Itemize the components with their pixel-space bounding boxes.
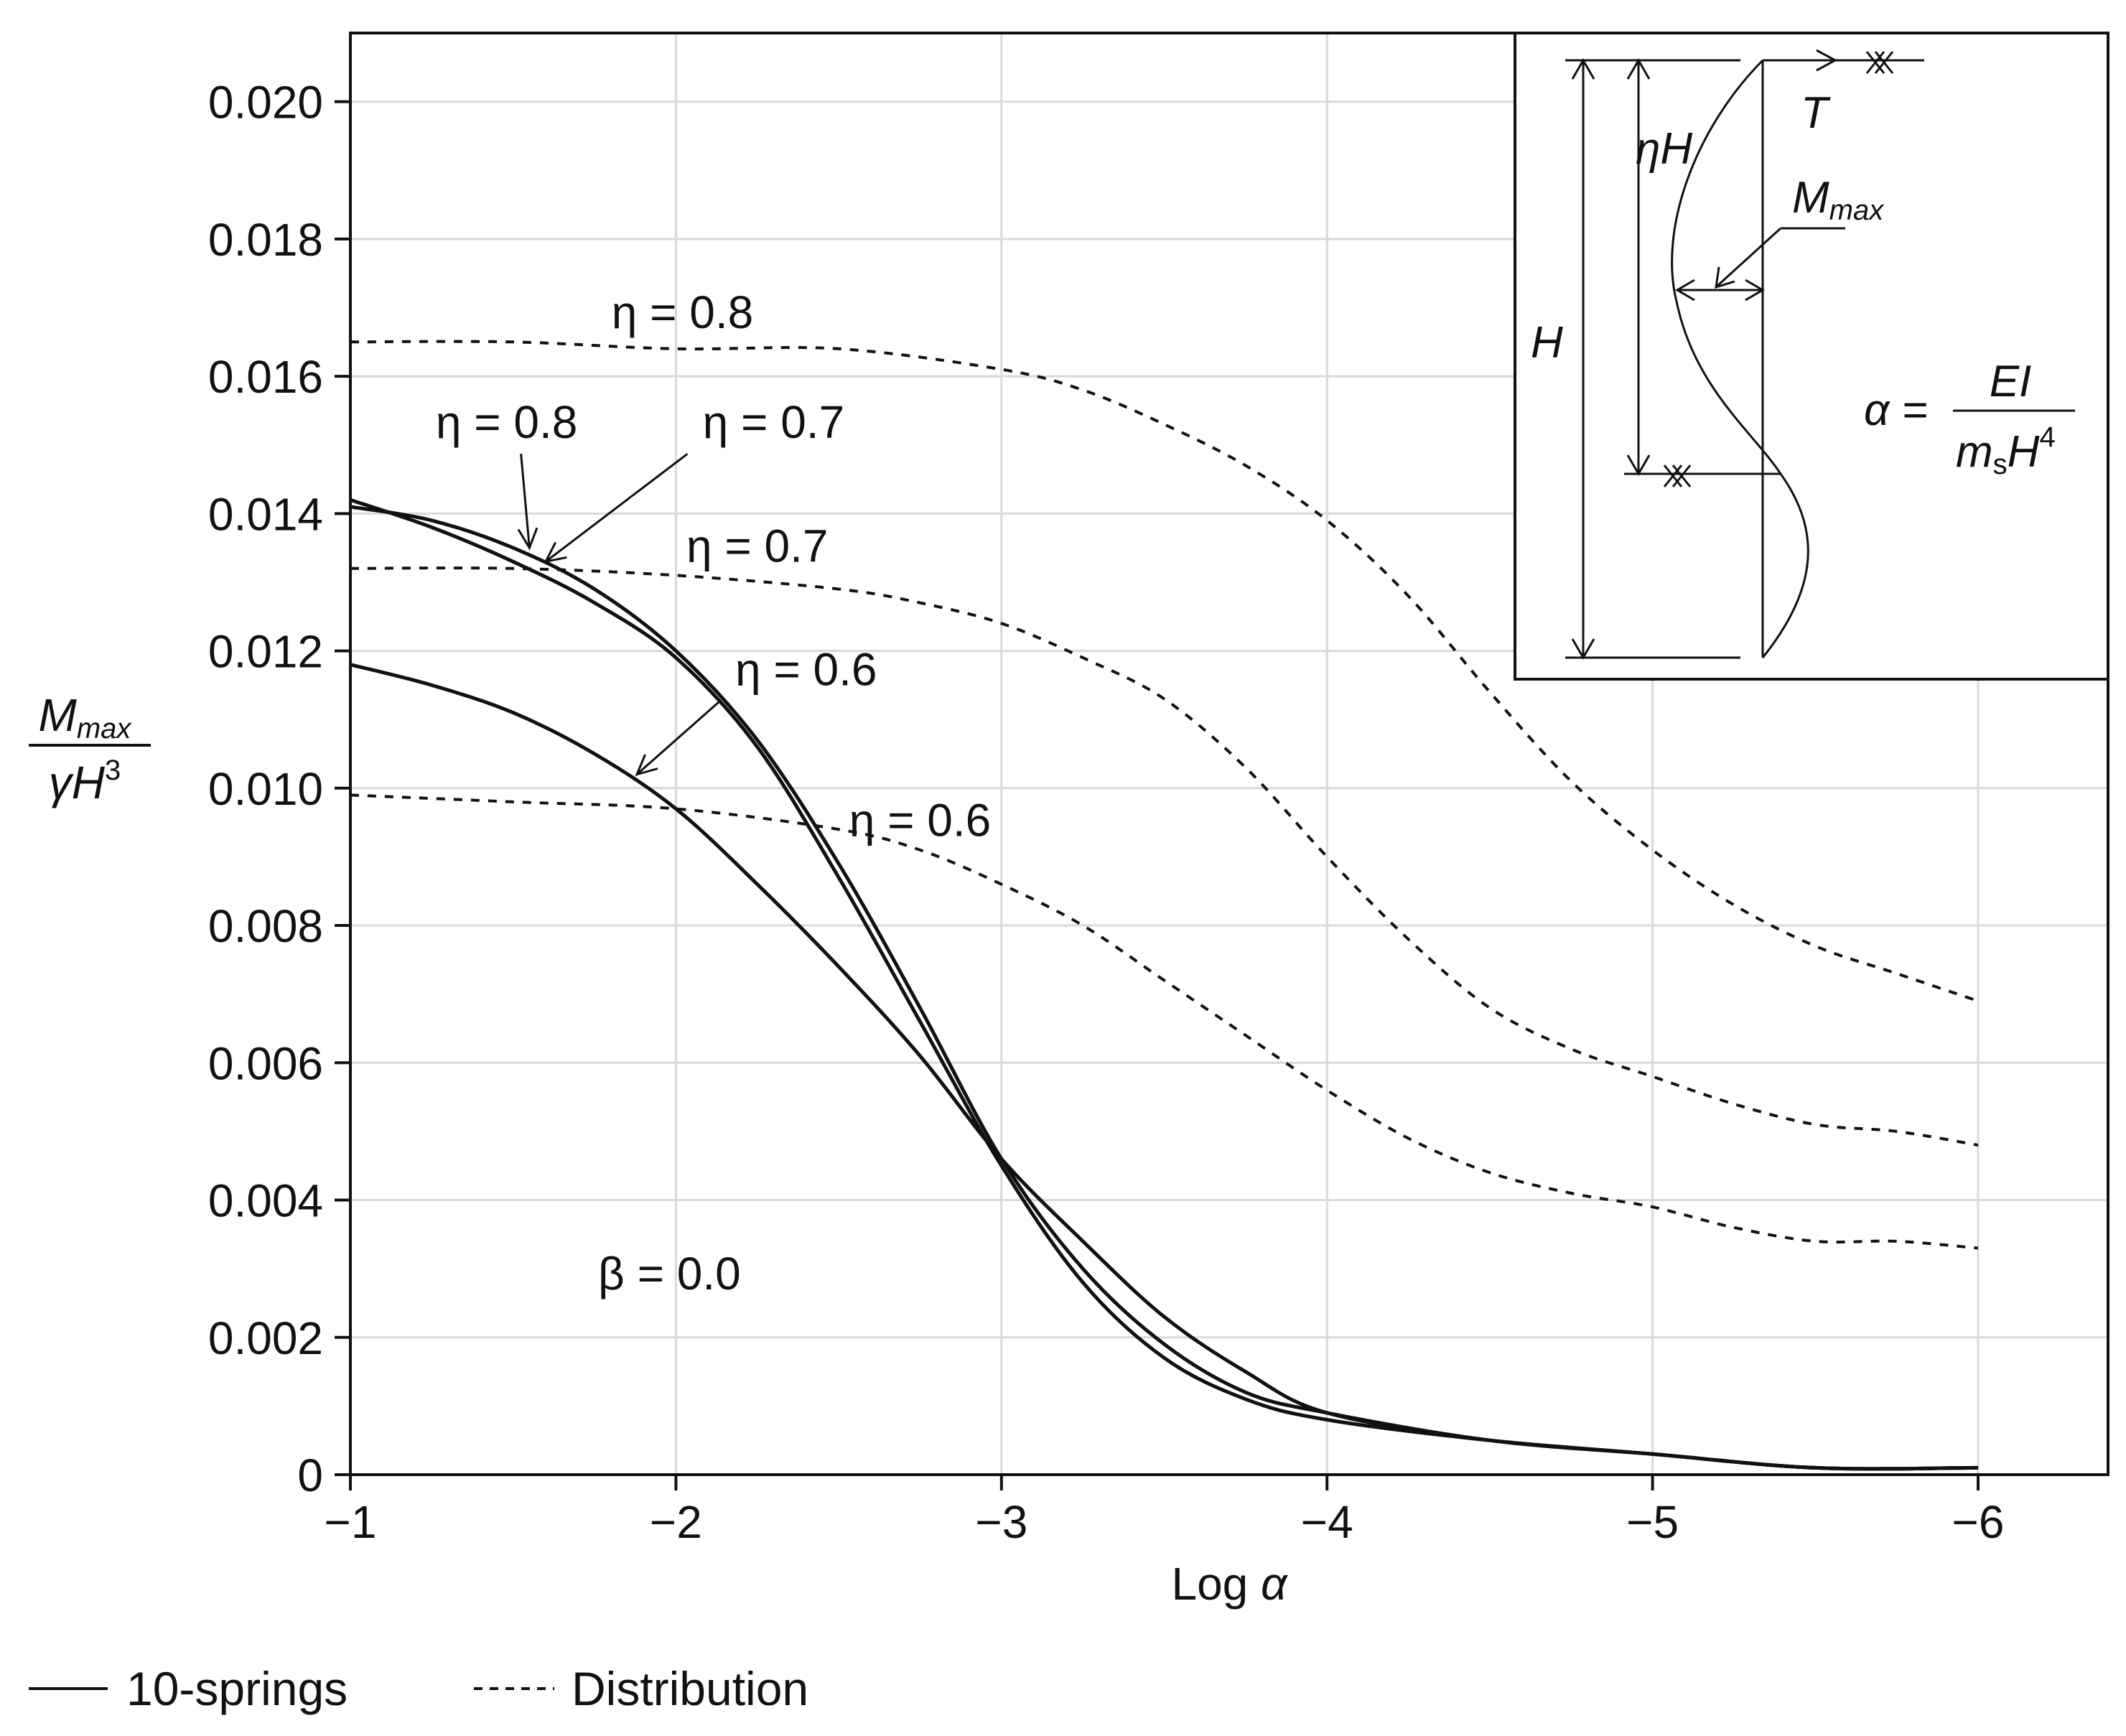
inset-t-arrow-icon [1816,49,1838,72]
series-layer [350,340,1979,1471]
annotation-leader-2 [635,700,721,775]
y-tick-label-0: 0 [297,1450,323,1501]
y-label-max: max [77,713,133,745]
annotation-label-0: η = 0.8 [436,396,578,448]
formula-alpha: α = [1864,386,1928,435]
y-label-cube: 3 [105,755,121,786]
x-tick-label-4: −5 [1626,1496,1679,1548]
x-tick-label-5: −6 [1952,1496,2005,1548]
annotation-arrow-icon-0 [517,527,539,551]
y-tick-label-3: 0.006 [208,1037,323,1089]
legend-item-distribution: Distribution [474,1662,808,1715]
x-tick-label-1: −2 [650,1496,702,1548]
curve-label-0: η = 0.8 [612,286,754,338]
legend-label-distribution: Distribution [572,1662,808,1715]
y-label-gamma-h: γH [49,757,106,808]
inset-alpha-formula: α = EI msH4 [1864,357,2075,480]
inset-frame [1514,32,2109,681]
annotations: η = 0.8 η = 0.7 η = 0.6 η = 0.8 η = 0.7 η = 0… [436,286,991,1299]
formula-numerator: EI [1990,357,2032,406]
legend-item-10-springs: 10-springs [29,1662,348,1715]
y-tick-label-5: 0.010 [208,763,323,815]
y-tick-label-1: 0.002 [208,1312,323,1364]
inset-mmax-arrow-left [1675,279,1695,302]
inset-label-h: H [1531,318,1563,368]
inset-top-support-icon [1865,51,1894,74]
series-line-2 [350,663,1979,1471]
formula-denominator: msH4 [1956,421,2056,480]
annotation-arrow-icon-2 [635,754,658,776]
annotation-arrow-icon-1 [544,541,567,564]
inset-mmax-arrow-right [1745,279,1765,302]
legend-label-10-springs: 10-springs [126,1662,348,1715]
svg-text:γH3: γH3 [49,755,121,808]
inset-moment-curve [1671,59,1809,658]
series-line-4 [350,566,1979,1147]
inset-diagram: H ηH T Mmax α = EI msH4 [1514,32,2109,681]
inset-label-etah: ηH [1636,124,1692,174]
curve-label-2: η = 0.6 [849,795,992,846]
series-line-3 [350,340,1979,1003]
y-tick-label-8: 0.016 [208,351,323,403]
plot-frame [349,32,2109,1476]
x-axis-label: Log α [1171,1558,1288,1610]
x-tick-label-2: −3 [975,1496,1027,1548]
y-axis-label: Mmax γH3 [29,689,151,808]
annotation-label-1: η = 0.7 [703,396,845,448]
y-tick-label-6: 0.012 [208,626,323,678]
x-axis-label-alpha: α [1261,1558,1288,1610]
y-tick-label-2: 0.004 [208,1175,323,1227]
svg-text:Mmax: Mmax [39,689,133,745]
curve-label-3: β = 0.0 [598,1248,741,1299]
x-tick-label-3: −4 [1301,1496,1353,1548]
curve-label-1: η = 0.7 [686,520,829,571]
annotation-label-2: η = 0.6 [735,643,877,695]
x-tick-label-0: −1 [325,1496,377,1548]
axis-ticks: −1 −2 −3 −4 −5 −6 0 0.002 0.004 0.006 0.008 0.010 0.… [208,77,2005,1548]
inset-mid-support-icon [1663,465,1692,487]
annotation-leader-0 [520,454,531,549]
inset-mmax-leader-arrow [1715,266,1735,289]
series-line-5 [350,793,1979,1250]
annotation-leader-1 [545,452,689,563]
inset-label-mmax: Mmax [1792,173,1885,226]
inset-mmax-leader [1716,227,1782,287]
y-tick-label-10: 0.020 [208,77,323,129]
y-label-m: M [39,689,78,741]
y-tick-label-9: 0.018 [208,214,323,266]
legend: 10-springs Distribution [29,1662,808,1715]
y-tick-label-4: 0.008 [208,900,323,952]
inset-label-t: T [1801,88,1831,138]
y-tick-label-7: 0.014 [208,488,323,540]
